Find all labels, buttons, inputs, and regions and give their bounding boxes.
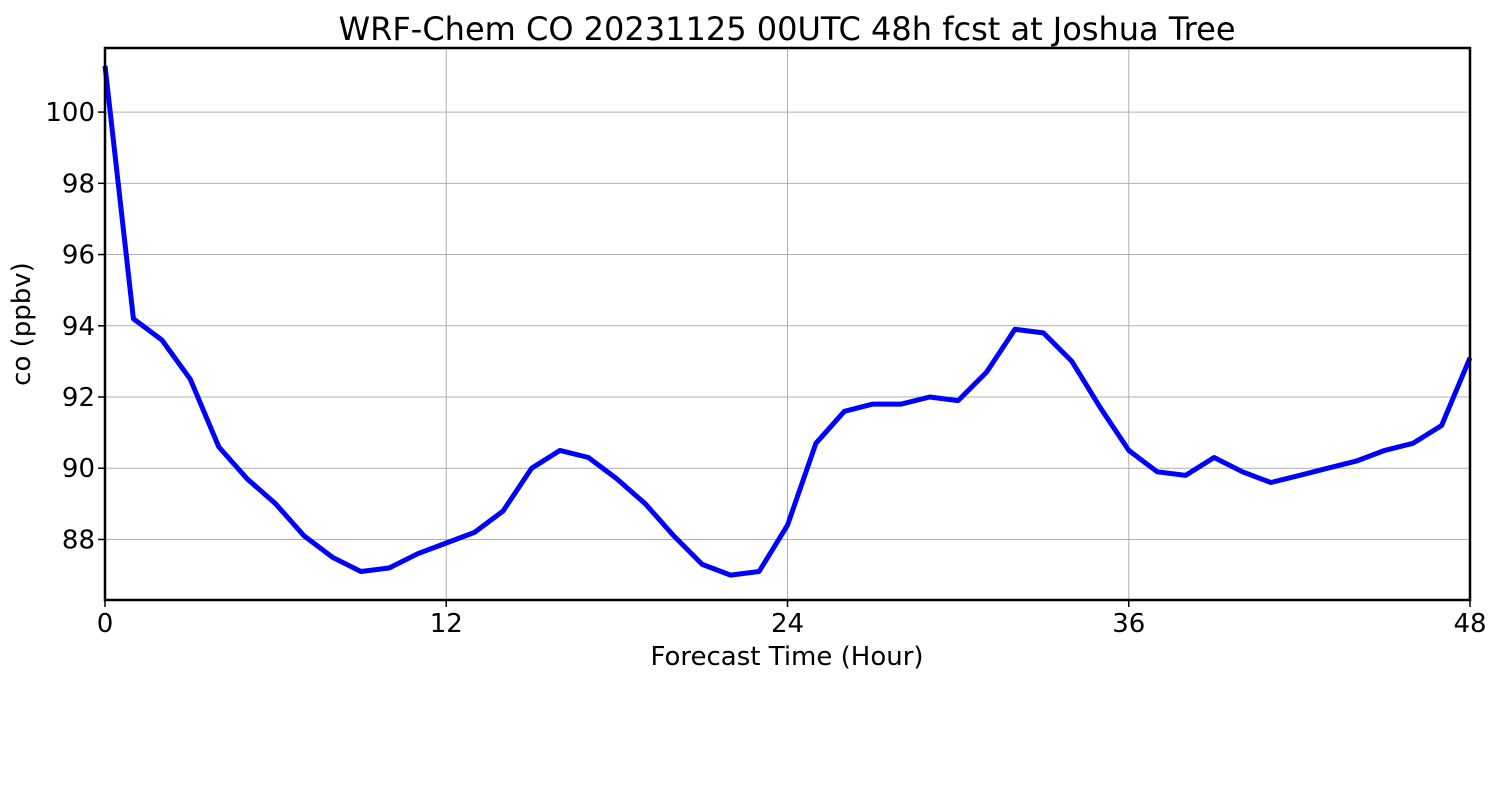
x-tick-label: 48 xyxy=(1453,609,1486,639)
y-tick-label: 88 xyxy=(62,525,95,555)
y-tick-label: 94 xyxy=(62,312,95,342)
co-series-line xyxy=(102,65,1473,578)
y-tick-label: 92 xyxy=(62,383,95,413)
grid-lines xyxy=(104,48,1471,600)
y-tick-label: 100 xyxy=(45,98,95,128)
x-axis-label: Forecast Time (Hour) xyxy=(650,642,923,672)
x-tick-label: 0 xyxy=(97,609,114,639)
series-layer xyxy=(102,65,1473,578)
x-tick-label: 24 xyxy=(771,609,804,639)
y-tick-label: 90 xyxy=(62,454,95,484)
x-tick-label: 12 xyxy=(430,609,463,639)
y-axis-ticks: 88 90 92 94 96 98 100 xyxy=(45,98,105,555)
y-axis-label: co (ppbv) xyxy=(7,262,37,386)
y-tick-label: 98 xyxy=(62,169,95,199)
x-axis-ticks: 0 12 24 36 48 xyxy=(97,600,1487,639)
chart-title: WRF-Chem CO 20231125 00UTC 48h fcst at J… xyxy=(338,10,1235,48)
x-tick-label: 36 xyxy=(1112,609,1145,639)
y-tick-label: 96 xyxy=(62,241,95,271)
